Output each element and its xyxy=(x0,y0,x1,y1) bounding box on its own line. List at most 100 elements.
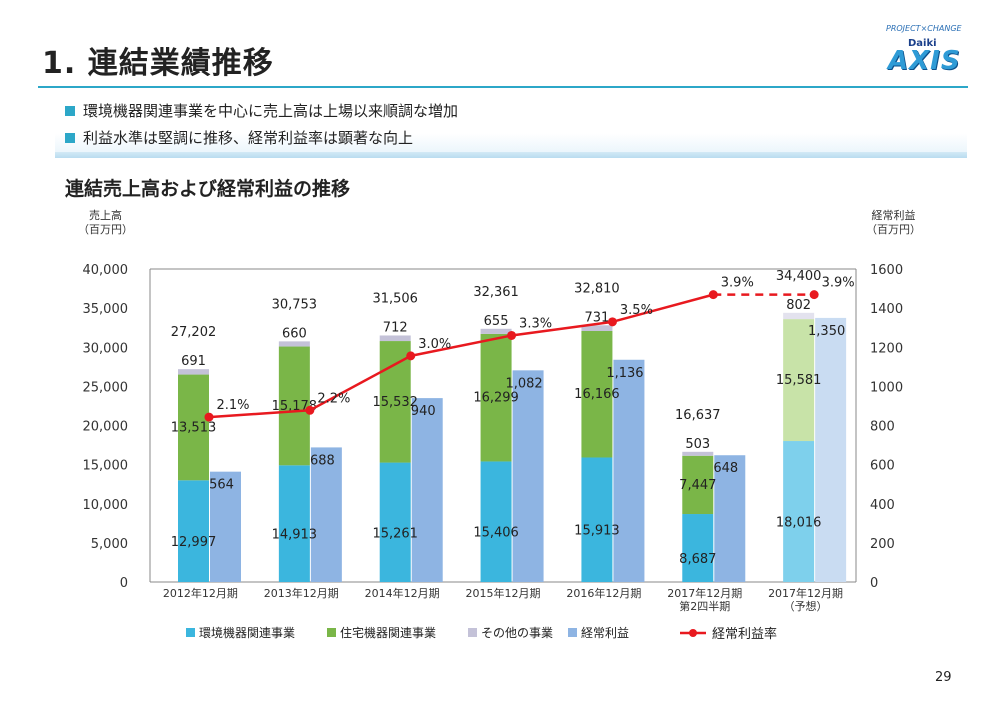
legend-label: 住宅機器関連事業 xyxy=(340,625,436,640)
company-logo: PROJECT×CHANGE Daiki AXIS xyxy=(880,24,980,84)
label-total: 30,753 xyxy=(272,297,318,312)
y2-tick-label: 1600 xyxy=(870,263,903,278)
label-housing: 7,447 xyxy=(679,478,716,493)
bar-other xyxy=(178,369,209,375)
right-axis-title: 経常利益 （百万円） xyxy=(866,209,921,237)
logo-brand-top: Daiki xyxy=(908,38,937,49)
y2-tick-label: 600 xyxy=(870,459,895,474)
label-housing: 16,166 xyxy=(574,387,620,402)
bar-other xyxy=(783,312,815,320)
margin-rate-line-segment xyxy=(612,293,714,324)
left-axis-unit: （百万円） xyxy=(78,223,133,236)
label-housing: 15,532 xyxy=(372,395,418,410)
label-total: 16,637 xyxy=(675,408,721,423)
bar-other xyxy=(682,451,714,456)
label-environment: 15,406 xyxy=(473,526,519,541)
label-environment: 14,913 xyxy=(272,528,318,543)
label-ordinary-profit: 564 xyxy=(209,478,234,493)
bar-ordinary-profit xyxy=(613,359,645,582)
label-other: 660 xyxy=(282,326,307,341)
label-environment: 8,687 xyxy=(679,552,716,567)
bar-ordinary-profit xyxy=(815,317,847,582)
label-environment: 12,997 xyxy=(171,535,217,550)
margin-rate-line-segment xyxy=(410,334,512,358)
bar-environment xyxy=(379,462,411,582)
bar-other xyxy=(278,341,310,347)
margin-rate-marker xyxy=(305,405,315,415)
bar-other xyxy=(379,335,411,342)
right-axis-title-line: 経常利益 xyxy=(871,209,916,222)
bar-ordinary-profit xyxy=(210,471,241,582)
y2-tick-label: 1200 xyxy=(870,341,903,356)
label-margin-rate: 2.1% xyxy=(216,398,249,413)
bar-other xyxy=(480,328,512,334)
label-ordinary-profit: 940 xyxy=(411,404,436,419)
y-tick-label: 40,000 xyxy=(83,263,129,278)
margin-rate-marker xyxy=(507,330,517,340)
x-tick-label: 2016年12月期 xyxy=(566,586,641,600)
margin-rate-line-segment xyxy=(511,320,613,337)
margin-rate-line-segment xyxy=(208,409,310,419)
bullet-marker xyxy=(65,132,75,143)
label-other: 712 xyxy=(383,320,408,335)
bullet-marker xyxy=(65,105,75,116)
x-tick-label: 2017年12月期 xyxy=(667,586,742,600)
label-total: 32,810 xyxy=(574,281,620,296)
legend-label: 経常利益 xyxy=(581,626,629,640)
bar-housing xyxy=(682,455,714,515)
legend-swatch xyxy=(327,628,336,637)
bar-environment xyxy=(783,441,815,582)
label-housing: 15,581 xyxy=(776,373,822,388)
x-tick-label: （予想） xyxy=(784,599,828,613)
label-total: 32,361 xyxy=(473,285,519,300)
label-ordinary-profit: 648 xyxy=(713,461,738,476)
x-tick-label: 2017年12月期 xyxy=(768,586,843,600)
label-environment: 15,913 xyxy=(574,524,620,539)
chart-title: 連結売上高および経常利益の推移 xyxy=(65,178,351,200)
legend-label: その他の事業 xyxy=(481,626,553,640)
label-margin-rate: 2.2% xyxy=(317,391,350,406)
y-tick-label: 30,000 xyxy=(83,341,129,356)
y-tick-label: 25,000 xyxy=(83,380,129,395)
legend-swatch xyxy=(186,628,195,637)
title-divider xyxy=(38,86,968,88)
right-axis-unit: （百万円） xyxy=(866,223,921,236)
y2-tick-label: 1400 xyxy=(870,302,903,317)
y-tick-label: 20,000 xyxy=(83,420,129,435)
summary-bullet: 利益水準は堅調に推移、経常利益率は顕著な向上 xyxy=(65,127,413,148)
bullet-text: 利益水準は堅調に推移、経常利益率は顕著な向上 xyxy=(83,129,414,147)
y2-tick-label: 1000 xyxy=(870,380,903,395)
bar-environment xyxy=(682,514,714,582)
bar-housing xyxy=(379,341,411,463)
summary-bullet: 環境機器関連事業を中心に売上高は上場以来順調な増加 xyxy=(65,100,458,121)
margin-rate-marker xyxy=(708,290,718,300)
y-tick-label: 10,000 xyxy=(83,498,129,513)
logo-tagline: PROJECT×CHANGE xyxy=(886,24,962,33)
margin-rate-marker xyxy=(607,317,617,327)
bar-housing xyxy=(480,333,512,462)
bar-environment xyxy=(278,465,310,582)
legend-label: 経常利益率 xyxy=(712,626,777,642)
y2-tick-label: 800 xyxy=(870,420,895,435)
label-total: 31,506 xyxy=(372,291,418,306)
label-environment: 15,261 xyxy=(372,526,418,541)
bar-housing xyxy=(581,330,613,458)
bar-housing xyxy=(178,374,209,481)
y2-tick-label: 400 xyxy=(870,498,895,513)
legend-swatch xyxy=(568,628,577,637)
label-housing: 13,513 xyxy=(171,420,217,435)
left-axis-title: 売上高 （百万円） xyxy=(78,209,133,237)
x-tick-label: 2012年12月期 xyxy=(163,586,238,600)
y-tick-label: 35,000 xyxy=(83,302,129,317)
bullet-text: 環境機器関連事業を中心に売上高は上場以来順調な増加 xyxy=(83,102,459,120)
label-other: 655 xyxy=(484,314,509,329)
bar-ordinary-profit xyxy=(310,447,342,582)
margin-rate-marker xyxy=(809,290,819,300)
y2-tick-label: 0 xyxy=(870,576,878,591)
x-tick-label: 2015年12月期 xyxy=(466,586,541,600)
label-margin-rate: 3.3% xyxy=(519,316,552,331)
label-ordinary-profit: 1,350 xyxy=(808,324,845,339)
label-housing: 16,299 xyxy=(473,391,519,406)
label-total: 34,400 xyxy=(776,269,822,284)
